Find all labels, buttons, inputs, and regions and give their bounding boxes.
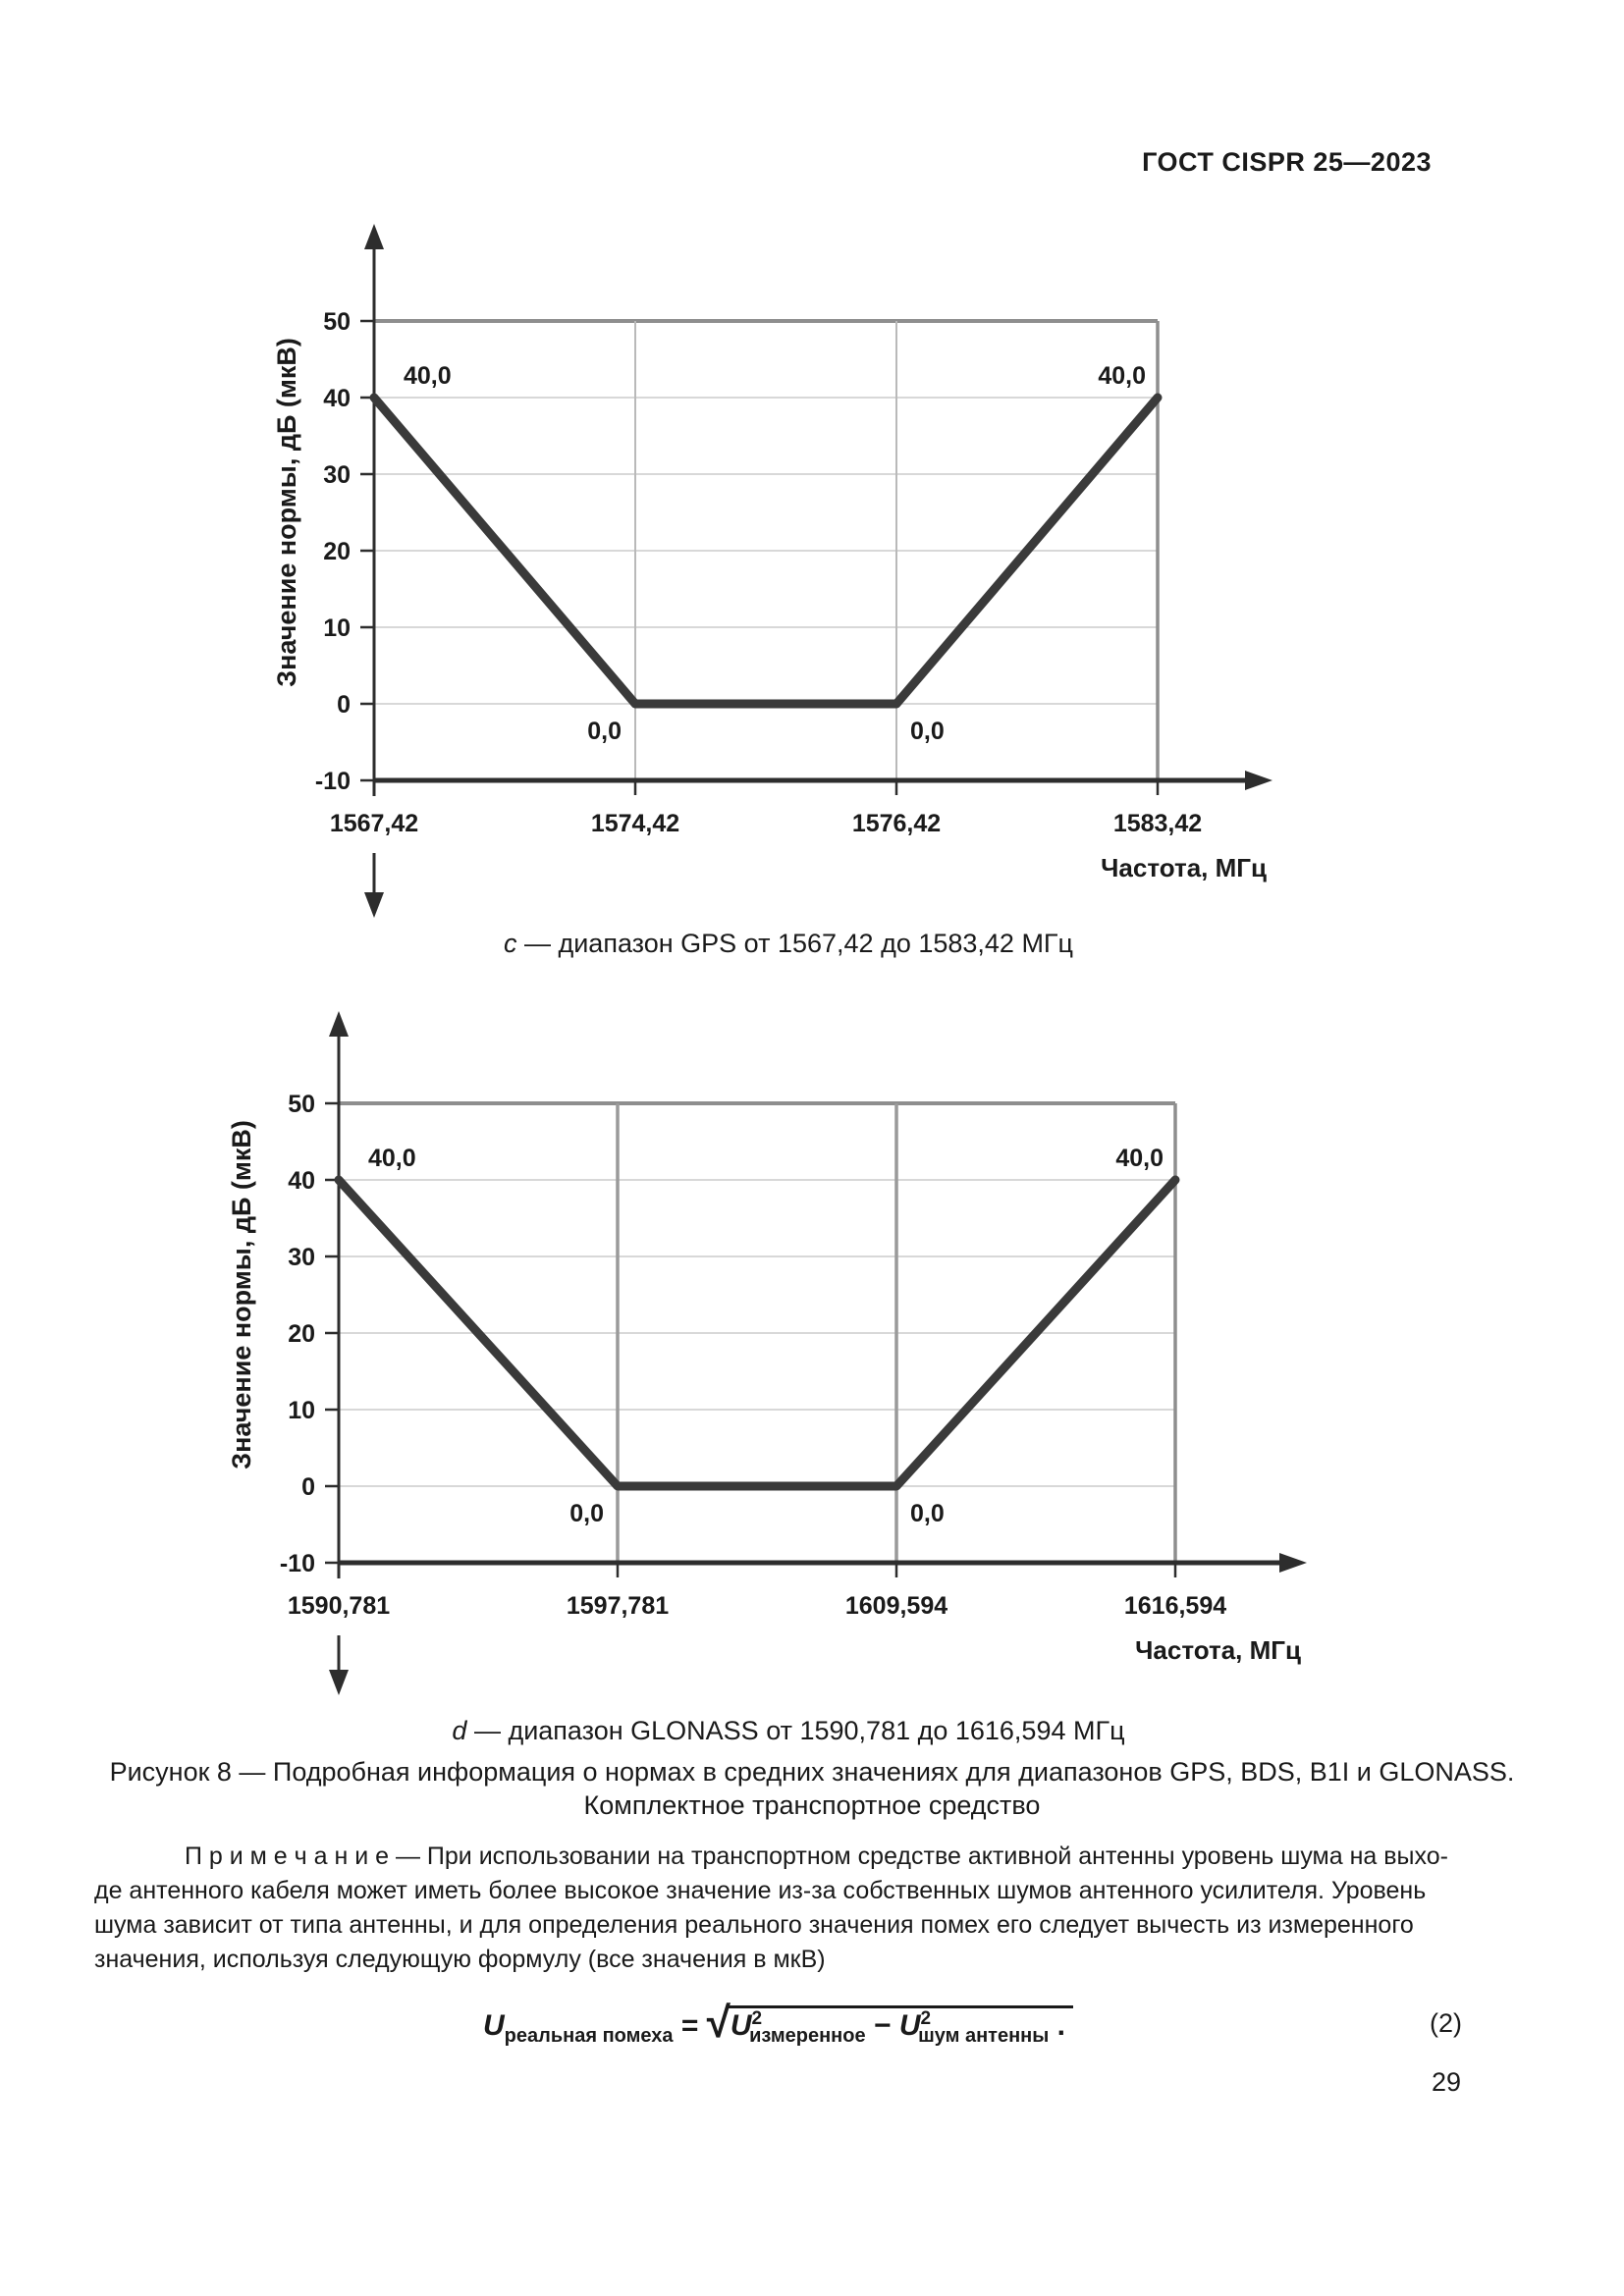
point-label: 40,0 [368, 1145, 416, 1172]
y-tick-label: -10 [280, 1550, 315, 1577]
figure-caption: Рисунок 8 — Подробная информация о норма… [79, 1755, 1545, 1822]
x-axis-arrow [1245, 771, 1272, 790]
u-measured-subscript: измеренное [749, 2025, 866, 2047]
caption-text-c: — диапазон GPS от 1567,42 до 1583,42 МГц [516, 929, 1074, 958]
y-tick-label: 40 [323, 385, 351, 412]
u-antenna-noise-symbol: U [898, 2009, 921, 2042]
point-label: 40,0 [1098, 362, 1146, 390]
minus-sign: − [865, 2009, 899, 2042]
y-tick-label: 20 [288, 1320, 315, 1348]
note-line: П р и м е ч а н и е — При использовании … [185, 1842, 1448, 1870]
document-header-title: ГОСТ CISPR 25—2023 [1142, 147, 1432, 177]
x-axis-title: Частота, МГц [1135, 1635, 1301, 1665]
u-measured-symbol: U [730, 2009, 752, 2042]
axis-ticks [325, 1101, 1177, 1577]
equation-number: (2) [1430, 2008, 1462, 2038]
axes [329, 1011, 1307, 1695]
chart-labels: 50 40 30 20 10 0 -10 1590,781 1597,781 1609,594 16… [227, 1091, 1301, 1665]
y-axis-title: Значение нормы, дБ (мкВ) [227, 1120, 256, 1469]
y-tick-label: 20 [323, 538, 351, 565]
limit-line-series [369, 393, 1163, 709]
note-paragraph: П р и м е ч а н и е — При использовании … [94, 1840, 1538, 1977]
y-tick-label: 40 [288, 1167, 315, 1195]
u-antenna-noise-subscript: шум антенны [918, 2025, 1050, 2047]
note-line: де антенного кабеля может иметь более вы… [94, 1877, 1427, 1904]
y-tick-label: 50 [288, 1091, 315, 1118]
x-tick-label: 1574,42 [591, 810, 679, 837]
point-label: 0,0 [910, 718, 945, 745]
y-axis-down-arrow [364, 892, 384, 918]
x-axis-arrow [1279, 1553, 1307, 1573]
point-label: 40,0 [1115, 1145, 1164, 1172]
glonass-chart-caption: d — диапазон GLONASS от 1590,781 до 1616… [194, 1716, 1382, 1746]
y-tick-label: 0 [337, 691, 351, 719]
x-tick-label: 1597,781 [567, 1592, 669, 1620]
u-real-interference-symbol: U [483, 2009, 505, 2042]
chart-labels: 50 40 30 20 10 0 -10 1567,42 1574,42 1576,42 1583,… [272, 308, 1267, 882]
y-tick-label: 50 [323, 308, 351, 336]
x-tick-label: 1609,594 [845, 1592, 947, 1620]
gps-band-chart: 50 40 30 20 10 0 -10 1567,42 1574,42 1576,42 1583,… [272, 224, 1272, 918]
x-tick-label: 1616,594 [1124, 1592, 1226, 1620]
gridlines [339, 1101, 1177, 1563]
formula-row: Uреальная помеха = √U2измеренное − U2шум… [94, 1985, 1462, 2048]
glonass-band-chart: 50 40 30 20 10 0 -10 1590,781 1597,781 1609,594 16… [227, 1011, 1307, 1695]
figure-caption-line1: Рисунок 8 — Подробная информация о норма… [109, 1757, 1515, 1787]
radicand: U2измеренное − U2шум антенны . [727, 2005, 1073, 2047]
y-tick-label: 0 [301, 1473, 315, 1501]
point-label: 40,0 [404, 362, 452, 390]
radical-sign: √ [706, 1999, 731, 2047]
y-axis-up-arrow [329, 1011, 349, 1037]
page-number: 29 [1431, 2067, 1461, 2097]
x-tick-label: 1567,42 [330, 810, 418, 837]
note-line: значения, используя следующую формулу (в… [94, 1946, 826, 1973]
gps-chart-caption: c — диапазон GPS от 1567,42 до 1583,42 М… [224, 929, 1353, 959]
y-axis-title: Значение нормы, дБ (мкВ) [272, 338, 301, 687]
y-tick-label: 30 [323, 461, 351, 489]
u-measured-squared: 2 [751, 2008, 763, 2029]
y-axis-up-arrow [364, 224, 384, 249]
x-tick-label: 1576,42 [852, 810, 941, 837]
x-axis-title: Частота, МГц [1101, 853, 1267, 882]
x-tick-label: 1583,42 [1113, 810, 1202, 837]
y-tick-label: 30 [288, 1244, 315, 1271]
figure-caption-line2: Комплектное транспортное средство [583, 1790, 1041, 1820]
gridlines [374, 319, 1160, 780]
y-axis-down-arrow [329, 1670, 349, 1695]
caption-letter-c: c [503, 929, 517, 958]
equals-sign: = [673, 2009, 707, 2042]
u-antenna-noise-squared: 2 [920, 2008, 932, 2029]
y-tick-label: -10 [315, 768, 351, 795]
point-label: 0,0 [910, 1500, 945, 1527]
u-real-subscript: реальная помеха [504, 2025, 674, 2047]
point-label: 0,0 [587, 718, 622, 745]
formula-period: . [1049, 2009, 1065, 2042]
axis-ticks [360, 319, 1160, 795]
equation-2: Uреальная помеха = √U2измеренное − U2шум… [483, 1985, 1073, 2048]
point-label: 0,0 [569, 1500, 604, 1527]
x-tick-label: 1590,781 [288, 1592, 390, 1620]
caption-text-d: — диапазон GLONASS от 1590,781 до 1616,5… [466, 1716, 1125, 1745]
y-tick-label: 10 [288, 1397, 315, 1424]
y-tick-label: 10 [323, 614, 351, 642]
note-line: шума зависит от типа антенны, и для опре… [94, 1911, 1414, 1939]
limit-line-series [334, 1175, 1180, 1491]
caption-letter-d: d [452, 1716, 467, 1745]
